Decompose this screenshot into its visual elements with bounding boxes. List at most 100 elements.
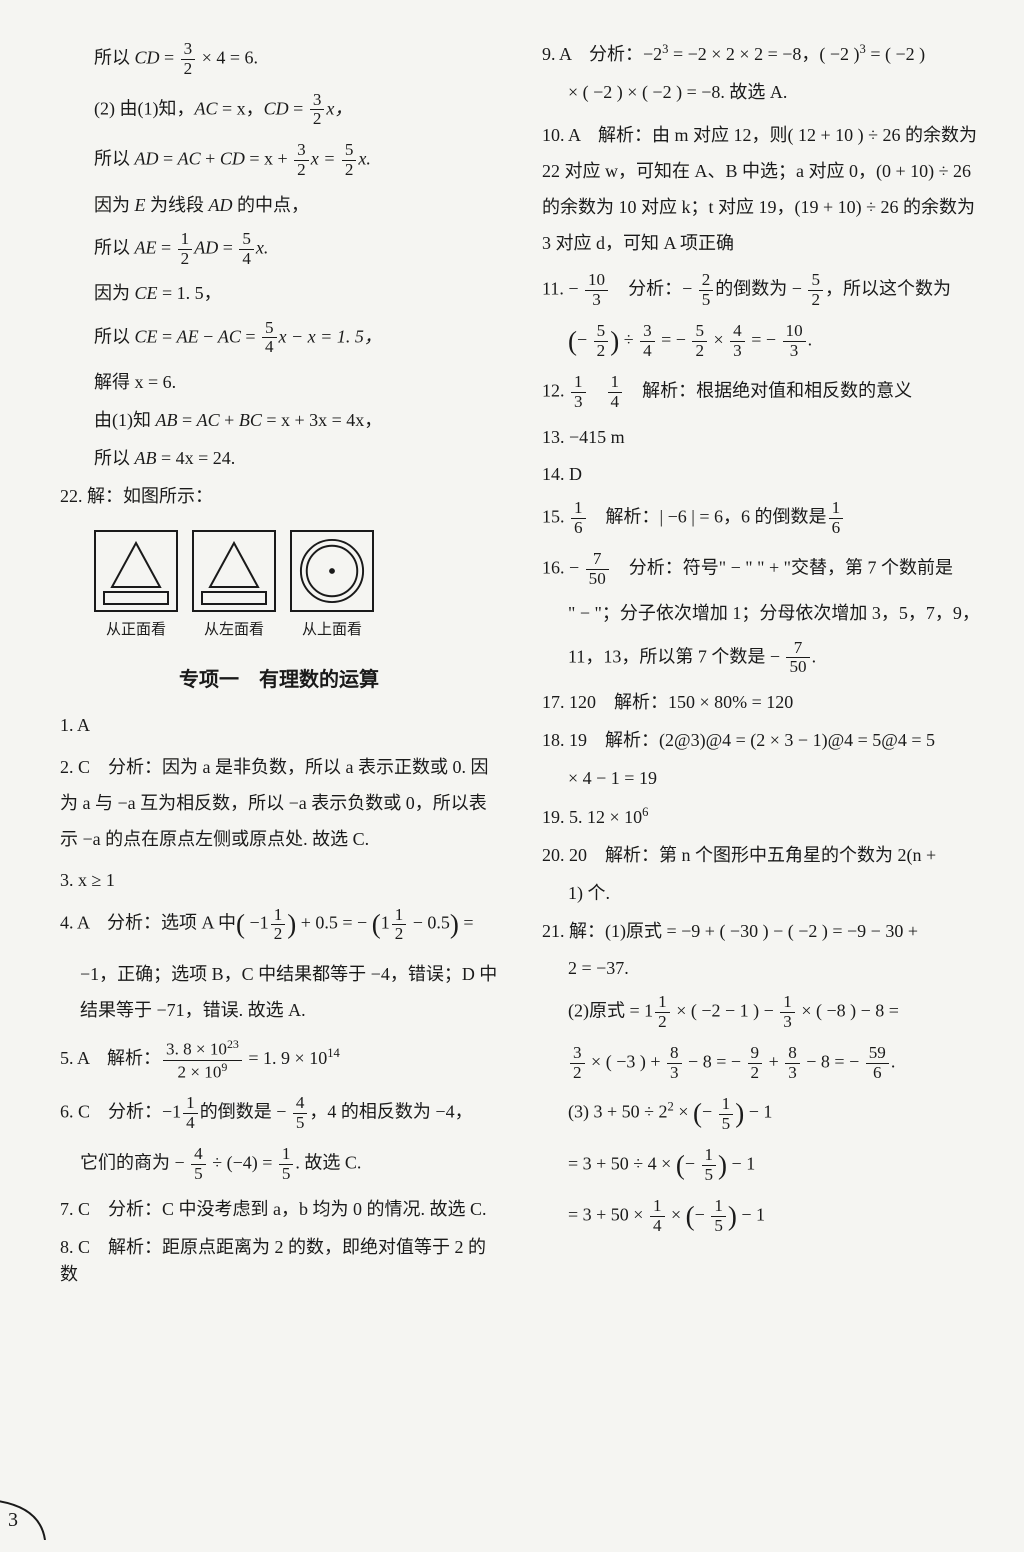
- answer-18-cont: × 4 − 1 = 19: [542, 765, 980, 793]
- fraction: 15: [719, 1095, 734, 1134]
- fraction: 3. 8 × 10232 × 109: [163, 1038, 242, 1082]
- den-text: 2 × 10: [178, 1063, 222, 1082]
- triangle-icon: [206, 541, 262, 589]
- text: = 4x = 24.: [157, 448, 236, 468]
- paren: (: [686, 1201, 695, 1231]
- text: = x +: [245, 149, 292, 169]
- figure-row: 从正面看 从左面看 从上面看: [60, 530, 498, 639]
- answer-12: 12. 13 14 解析：根据绝对值和相反数的意义: [542, 373, 980, 412]
- fraction: 43: [730, 322, 745, 361]
- figure-frame: [290, 530, 374, 612]
- fraction: 54: [262, 319, 277, 358]
- fraction: 15: [711, 1197, 726, 1236]
- text: .: [812, 646, 817, 666]
- text-line: 因为 CE = 1. 5，: [60, 280, 498, 306]
- text: (3) 3 + 50 ÷ 2: [568, 1102, 668, 1122]
- text: = 3 + 50 ÷ 4 ×: [568, 1153, 676, 1173]
- text: 所以: [94, 237, 135, 257]
- fraction: 52: [808, 271, 823, 310]
- fraction: 12: [271, 906, 286, 945]
- fraction: 32: [294, 141, 309, 180]
- text: 所以: [94, 47, 135, 67]
- answer-14: 14. D: [542, 461, 980, 489]
- fraction: 32: [570, 1044, 585, 1083]
- text: 19. 5. 12 × 10: [542, 807, 642, 827]
- paren: (: [568, 326, 577, 356]
- text: 所以: [94, 149, 135, 169]
- text: × 4 = 6.: [197, 47, 258, 67]
- var: CE: [135, 283, 158, 303]
- paren: ): [735, 1098, 744, 1128]
- text: 的中点，: [233, 195, 310, 215]
- text: =: [218, 237, 237, 257]
- text: −1: [245, 913, 269, 933]
- text: 的倒数为 −: [715, 279, 806, 299]
- text: ，所以这个数为: [825, 279, 951, 299]
- answer-16-l3: 11，13，所以第 7 个数是 − 750.: [542, 639, 980, 678]
- text: − 0.5: [408, 913, 450, 933]
- section-title: 专项一 有理数的运算: [60, 663, 498, 692]
- answer-21-2-cont: 32 × ( −3 ) + 83 − 8 = − 92 + 83 − 8 = −…: [542, 1044, 980, 1083]
- text: x =: [311, 149, 340, 169]
- text: 16. −: [542, 557, 584, 577]
- left-column: 所以 CD = 32 × 4 = 6. (2) 由(1)知，AC = x，CD …: [20, 40, 498, 1532]
- paren: (: [676, 1150, 685, 1180]
- text: x，: [326, 98, 352, 118]
- var: CD: [135, 47, 160, 67]
- answer-3: 3. x ≥ 1: [60, 867, 498, 895]
- text: 分析：符号" − " " + "交替，第 7 个数前是: [611, 557, 953, 577]
- fraction: 596: [866, 1044, 889, 1083]
- text: =: [241, 326, 260, 346]
- fraction: 25: [699, 271, 714, 310]
- answer-4-cont: −1，正确；选项 B，C 中结果都等于 −4，错误；D 中结果等于 −71，错误…: [60, 956, 498, 1028]
- page-number: 3: [8, 1509, 18, 1532]
- fraction: 12: [655, 993, 670, 1032]
- text: 1: [381, 913, 390, 933]
- answer-21-3: (3) 3 + 50 ÷ 22 × (− 15) − 1: [542, 1094, 980, 1133]
- fraction: 14: [608, 373, 623, 412]
- var: BC: [239, 410, 262, 430]
- caption: 从上面看: [302, 618, 362, 639]
- answer-16-l2: " − "；分子依次增加 1；分母依次增加 3，5，7，9，: [542, 600, 980, 626]
- text: × ( −2 − 1 ) −: [672, 1001, 779, 1021]
- answer-16: 16. − 750 分析：符号" − " " + "交替，第 7 个数前是: [542, 550, 980, 589]
- text: x.: [256, 237, 269, 257]
- fraction: 92: [748, 1044, 763, 1083]
- text: (2)原式 = 1: [568, 1001, 653, 1021]
- text: − 1: [737, 1204, 765, 1224]
- text: =: [178, 410, 197, 430]
- answer-20-cont: 1) 个.: [542, 880, 980, 908]
- text: 6. C 分析：−1: [60, 1102, 181, 1122]
- text-line: 所以 AD = AC + CD = x + 32x = 52x.: [60, 141, 498, 180]
- text: 15.: [542, 507, 569, 527]
- text: =: [158, 326, 177, 346]
- fraction: 34: [640, 322, 655, 361]
- answer-11: 11. − 103 分析：− 25的倒数为 − 52，所以这个数为: [542, 271, 980, 310]
- var: AD: [135, 149, 159, 169]
- answer-8: 8. C 解析：距原点距离为 2 的数，即绝对值等于 2 的数: [60, 1234, 498, 1290]
- var: CE: [135, 326, 158, 346]
- answer-17: 17. 120 解析：150 × 80% = 120: [542, 689, 980, 717]
- text: . 故选 C.: [295, 1152, 361, 1172]
- triangle-icon: [108, 541, 164, 589]
- answer-21-1-cont: 2 = −37.: [542, 955, 980, 983]
- text: × ( −8 ) − 8 =: [797, 1001, 899, 1021]
- var: AE: [135, 237, 157, 257]
- fraction: 45: [191, 1145, 206, 1184]
- answer-19: 19. 5. 12 × 106: [542, 803, 980, 832]
- text: = x + 3x = 4x，: [262, 410, 382, 430]
- num-text: 3. 8 × 10: [166, 1040, 227, 1059]
- fraction: 103: [783, 322, 806, 361]
- var: CD: [264, 98, 289, 118]
- var: AC: [178, 149, 201, 169]
- text: − 1: [744, 1102, 772, 1122]
- answer-6-cont: 它们的商为 − 45 ÷ (−4) = 15. 故选 C.: [60, 1145, 498, 1184]
- text: 4. A 分析：选项 A 中: [60, 913, 236, 933]
- text: 为线段: [146, 195, 209, 215]
- text-line: 所以 AE = 12AD = 54x.: [60, 230, 498, 269]
- page-content: 所以 CD = 32 × 4 = 6. (2) 由(1)知，AC = x，CD …: [20, 40, 1004, 1532]
- answer-10: 10. A 解析：由 m 对应 12，则( 12 + 10 ) ÷ 26 的余数…: [542, 117, 980, 261]
- text: = −: [657, 329, 691, 349]
- right-column: 9. A 分析：−23 = −2 × 2 × 2 = −8，( −2 )3 = …: [542, 40, 1004, 1532]
- figure-frame: [94, 530, 178, 612]
